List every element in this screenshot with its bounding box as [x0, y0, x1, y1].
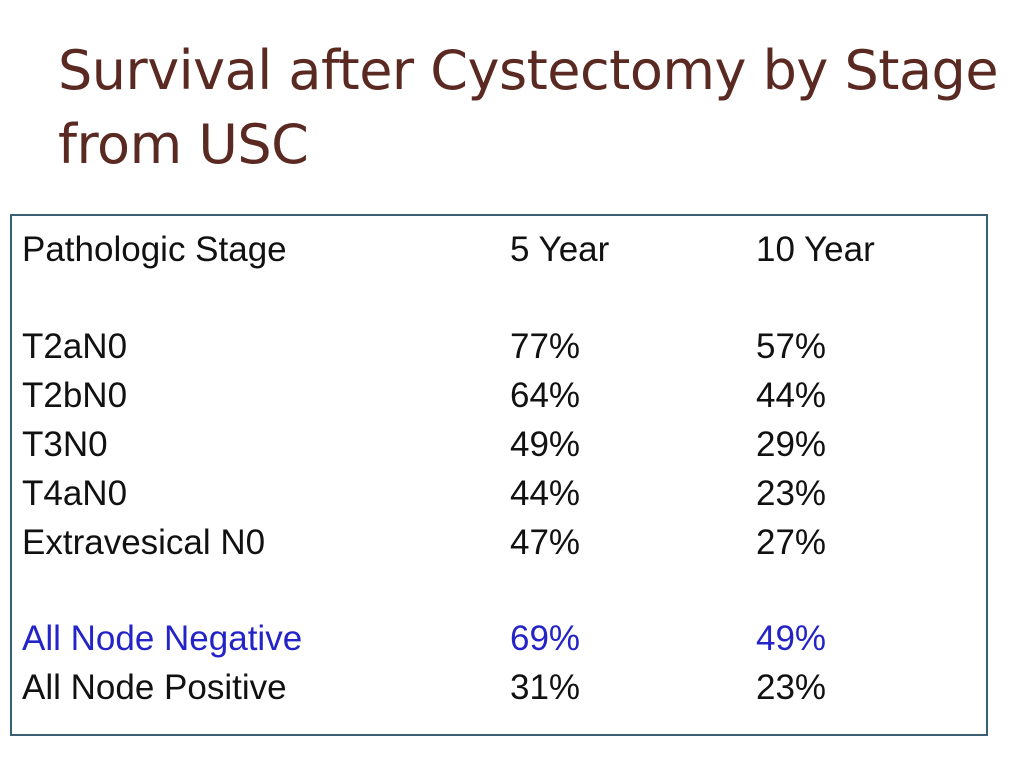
- slide-title: Survival after Cystectomy by Stage from …: [58, 39, 999, 176]
- table-row: Extravesical N0 47% 27%: [12, 518, 986, 568]
- stage-cell: All Node Negative: [22, 619, 303, 658]
- table-row: T4aN0 44% 23%: [12, 469, 986, 519]
- ten-year-cell: 27%: [756, 523, 827, 562]
- summary-row-node-positive: All Node Positive 31% 23%: [12, 663, 986, 713]
- five-year-cell: 47%: [510, 523, 581, 562]
- five-year-cell: 31%: [510, 668, 581, 707]
- stage-cell: All Node Positive: [22, 668, 287, 707]
- ten-year-cell: 23%: [756, 474, 827, 513]
- summary-row-node-negative: All Node Negative 69% 49%: [12, 614, 986, 664]
- table-row: T3N0 49% 29%: [12, 420, 986, 470]
- five-year-cell: 44%: [510, 474, 581, 513]
- five-year-cell: 49%: [510, 425, 581, 464]
- stage-cell: Extravesical N0: [22, 523, 266, 562]
- stage-cell: T2aN0: [22, 327, 128, 366]
- table-header-row: Pathologic Stage 5 Year 10 Year: [12, 225, 986, 275]
- header-stage: Pathologic Stage: [22, 230, 287, 269]
- stage-cell: T4aN0: [22, 474, 128, 513]
- stage-cell: T2bN0: [22, 376, 128, 415]
- ten-year-cell: 49%: [756, 619, 827, 658]
- survival-table: Pathologic Stage 5 Year 10 Year T2aN0 77…: [10, 214, 988, 736]
- header-5-year: 5 Year: [510, 230, 610, 269]
- ten-year-cell: 23%: [756, 668, 827, 707]
- five-year-cell: 77%: [510, 327, 581, 366]
- ten-year-cell: 57%: [756, 327, 827, 366]
- five-year-cell: 64%: [510, 376, 581, 415]
- stage-cell: T3N0: [22, 425, 108, 464]
- five-year-cell: 69%: [510, 619, 581, 658]
- ten-year-cell: 44%: [756, 376, 827, 415]
- header-10-year: 10 Year: [756, 230, 875, 269]
- table-row: T2aN0 77% 57%: [12, 322, 986, 372]
- ten-year-cell: 29%: [756, 425, 827, 464]
- table-row: T2bN0 64% 44%: [12, 371, 986, 421]
